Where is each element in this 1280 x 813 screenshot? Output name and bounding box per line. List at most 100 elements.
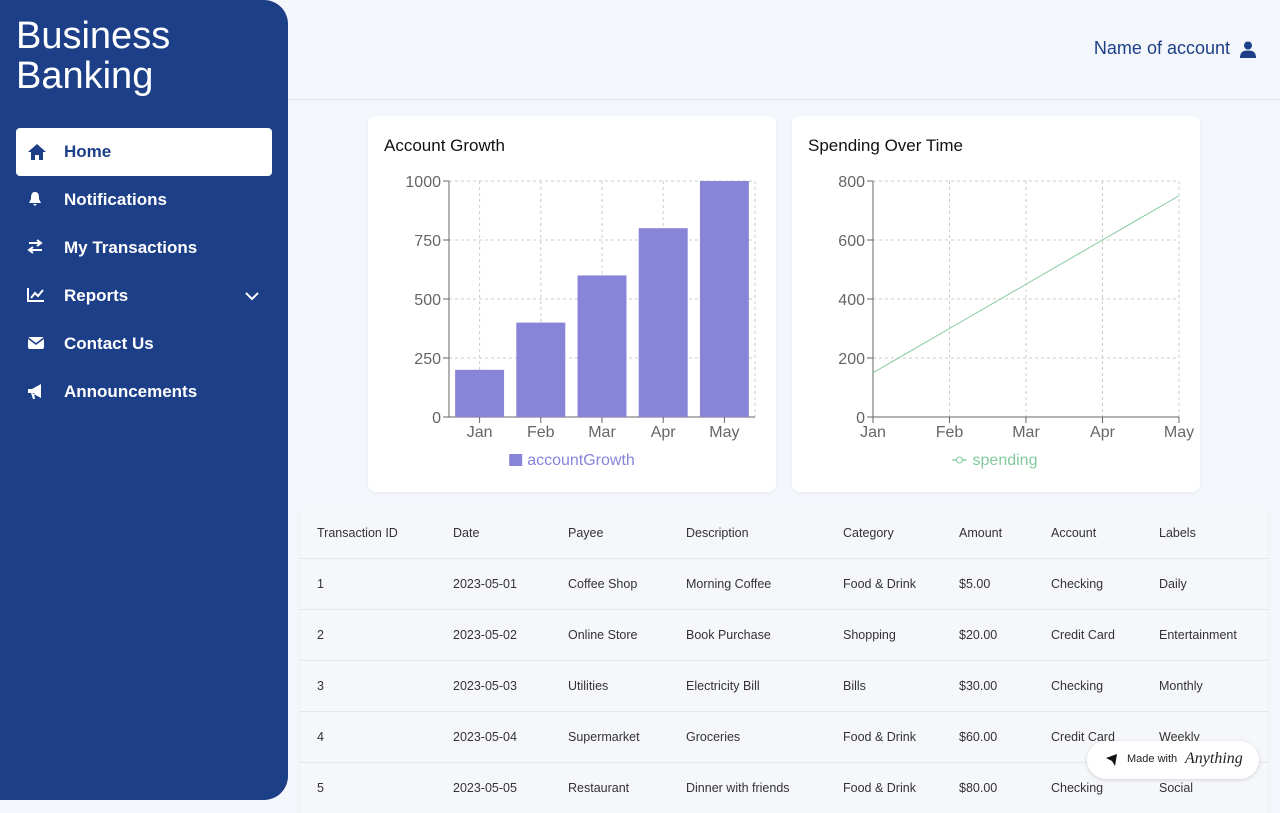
table-cell: 1 xyxy=(300,559,436,610)
y-tick-label: 600 xyxy=(838,233,865,250)
nav-item[interactable]: Home xyxy=(16,128,272,176)
table-cell: Shopping xyxy=(826,610,942,661)
table-cell: $20.00 xyxy=(942,610,1034,661)
y-tick-label: 200 xyxy=(838,351,865,368)
x-tick-label: Mar xyxy=(588,424,616,441)
column-header: Payee xyxy=(551,508,669,559)
sidebar: Business Banking Home Notifications My T… xyxy=(0,0,288,800)
nav-label: Contact Us xyxy=(64,334,154,354)
table-cell: Restaurant xyxy=(551,763,669,813)
nav-label: Home xyxy=(64,142,111,162)
table-cell: Food & Drink xyxy=(826,712,942,763)
y-tick-label: 250 xyxy=(414,351,441,368)
bar xyxy=(639,228,688,417)
nav-label: Notifications xyxy=(64,190,167,210)
table-cell: 2023-05-01 xyxy=(436,559,551,610)
chart-title: Account Growth xyxy=(384,136,505,155)
line xyxy=(873,196,1179,373)
nav-label: My Transactions xyxy=(64,238,197,258)
bar xyxy=(578,275,627,417)
y-tick-label: 0 xyxy=(432,410,441,427)
table-cell: Morning Coffee xyxy=(669,559,826,610)
transfer-icon xyxy=(27,239,47,257)
table-cell: Supermarket xyxy=(551,712,669,763)
bell-icon xyxy=(27,191,47,209)
table-cell: Bills xyxy=(826,661,942,712)
chevron-down[interactable] xyxy=(244,290,260,302)
table-cell: Book Purchase xyxy=(669,610,826,661)
table-cell: $5.00 xyxy=(942,559,1034,610)
chart-title: Spending Over Time xyxy=(808,136,963,155)
table-cell: 2023-05-05 xyxy=(436,763,551,813)
y-tick-label: 500 xyxy=(414,292,441,309)
nav-item[interactable]: My Transactions xyxy=(16,224,272,272)
nav-item[interactable]: Reports xyxy=(16,272,272,320)
topbar: Name of account xyxy=(288,0,1280,100)
x-tick-label: May xyxy=(1164,424,1194,441)
table-cell: Electricity Bill xyxy=(669,661,826,712)
x-tick-label: Jan xyxy=(467,424,493,441)
nav-item[interactable]: Notifications xyxy=(16,176,272,224)
legend-label: spending xyxy=(973,452,1038,469)
column-header: Date xyxy=(436,508,551,559)
column-header: Amount xyxy=(942,508,1034,559)
legend-label: accountGrowth xyxy=(527,452,635,469)
badge-brand: Anything xyxy=(1185,750,1243,768)
account-name[interactable]: Name of account xyxy=(1094,38,1230,59)
table-cell: Checking xyxy=(1034,661,1142,712)
nav-item[interactable]: Contact Us xyxy=(16,320,272,368)
x-tick-label: Feb xyxy=(936,424,964,441)
table-cell: Dinner with friends xyxy=(669,763,826,813)
y-tick-label: 1000 xyxy=(405,174,441,191)
bar xyxy=(516,323,565,417)
x-tick-label: Feb xyxy=(527,424,555,441)
table-cell: 2023-05-03 xyxy=(436,661,551,712)
column-header: Account xyxy=(1034,508,1142,559)
y-tick-label: 800 xyxy=(838,174,865,191)
column-header: Labels xyxy=(1142,508,1268,559)
table-cell: Food & Drink xyxy=(826,559,942,610)
chart-icon xyxy=(27,287,47,305)
table-cell: Credit Card xyxy=(1034,610,1142,661)
user-icon[interactable] xyxy=(1240,41,1256,59)
home-icon xyxy=(27,143,47,161)
table-cell: Groceries xyxy=(669,712,826,763)
table-cell: 2 xyxy=(300,610,436,661)
badge-logo xyxy=(1105,753,1119,767)
bar xyxy=(455,370,504,417)
y-tick-label: 750 xyxy=(414,233,441,250)
table-cell: Daily xyxy=(1142,559,1268,610)
x-tick-label: Jan xyxy=(860,424,886,441)
megaphone-icon xyxy=(27,383,47,401)
made-with-badge[interactable]: Made with Anything xyxy=(1087,741,1259,779)
badge-text: Made with xyxy=(1127,753,1177,765)
column-header: Transaction ID xyxy=(300,508,436,559)
table-cell: 4 xyxy=(300,712,436,763)
nav-label: Announcements xyxy=(64,382,197,402)
x-tick-label: May xyxy=(709,424,739,441)
table-cell: $80.00 xyxy=(942,763,1034,813)
table-cell: $30.00 xyxy=(942,661,1034,712)
brand-title: Business Banking xyxy=(16,16,216,96)
nav-label: Reports xyxy=(64,286,128,306)
column-header: Category xyxy=(826,508,942,559)
table-cell: Entertainment xyxy=(1142,610,1268,661)
nav-item[interactable]: Announcements xyxy=(16,368,272,416)
legend-swatch-dot xyxy=(957,457,963,463)
table-cell: Utilities xyxy=(551,661,669,712)
table-cell: 2023-05-02 xyxy=(436,610,551,661)
table-cell: Food & Drink xyxy=(826,763,942,813)
mail-icon xyxy=(27,335,47,353)
nav-list: Home Notifications My Transactions Repor… xyxy=(16,128,272,416)
x-tick-label: Apr xyxy=(1090,424,1116,441)
x-tick-label: Mar xyxy=(1012,424,1040,441)
